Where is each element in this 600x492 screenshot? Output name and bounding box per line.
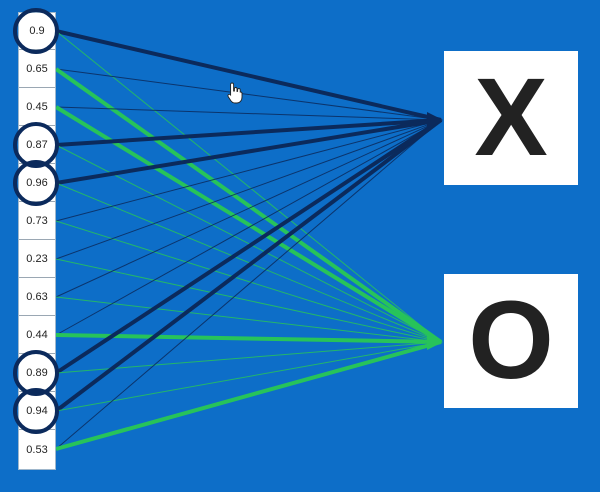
input-cell: 0.89 <box>19 355 55 392</box>
wire-x <box>55 118 442 147</box>
wire-x <box>54 118 443 413</box>
wire-o <box>55 340 442 451</box>
input-cell: 0.73 <box>19 203 55 240</box>
input-cell: 0.53 <box>26 443 48 456</box>
arrowhead-x <box>427 112 443 128</box>
output-label-o: O <box>468 279 554 402</box>
wire-o <box>55 182 442 343</box>
wire-o <box>55 341 442 374</box>
wire-o <box>55 30 442 343</box>
input-column: 0.9 0.65 0.45 0.87 0.96 0.73 0.23 0.63 0.44 0.89 0… <box>18 12 56 470</box>
wire-o <box>54 105 443 344</box>
wire-o <box>55 333 442 344</box>
input-cell: 0.96 <box>19 165 55 202</box>
arrowhead-o <box>427 334 443 350</box>
wire-o <box>55 341 442 412</box>
wire-x <box>55 119 442 336</box>
wire-x <box>55 119 442 298</box>
input-cell: 0.87 <box>19 127 55 164</box>
output-label-x: X <box>474 56 548 179</box>
output-box-x: X <box>444 51 578 185</box>
wire-x <box>55 118 442 185</box>
input-cell: 0.9 <box>19 13 55 50</box>
wire-o <box>55 220 442 343</box>
hand-cursor-icon <box>227 82 243 104</box>
wire-x <box>55 119 442 450</box>
wire-x <box>55 106 442 121</box>
wire-o <box>55 144 442 343</box>
input-cell: 0.94 <box>19 393 55 430</box>
input-cell: 0.44 <box>19 317 55 354</box>
wire-x <box>55 119 442 222</box>
wire-o <box>55 258 442 343</box>
input-cell: 0.65 <box>19 51 55 88</box>
input-cell: 0.63 <box>19 279 55 316</box>
wire-x <box>54 118 443 375</box>
wire-x <box>55 68 442 121</box>
wire-o <box>54 67 443 344</box>
input-cell: 0.45 <box>19 89 55 126</box>
wire-x <box>55 119 442 260</box>
wire-o <box>55 296 442 343</box>
wire-x <box>55 29 442 122</box>
input-cell: 0.23 <box>19 241 55 278</box>
output-box-o: O <box>444 274 578 408</box>
